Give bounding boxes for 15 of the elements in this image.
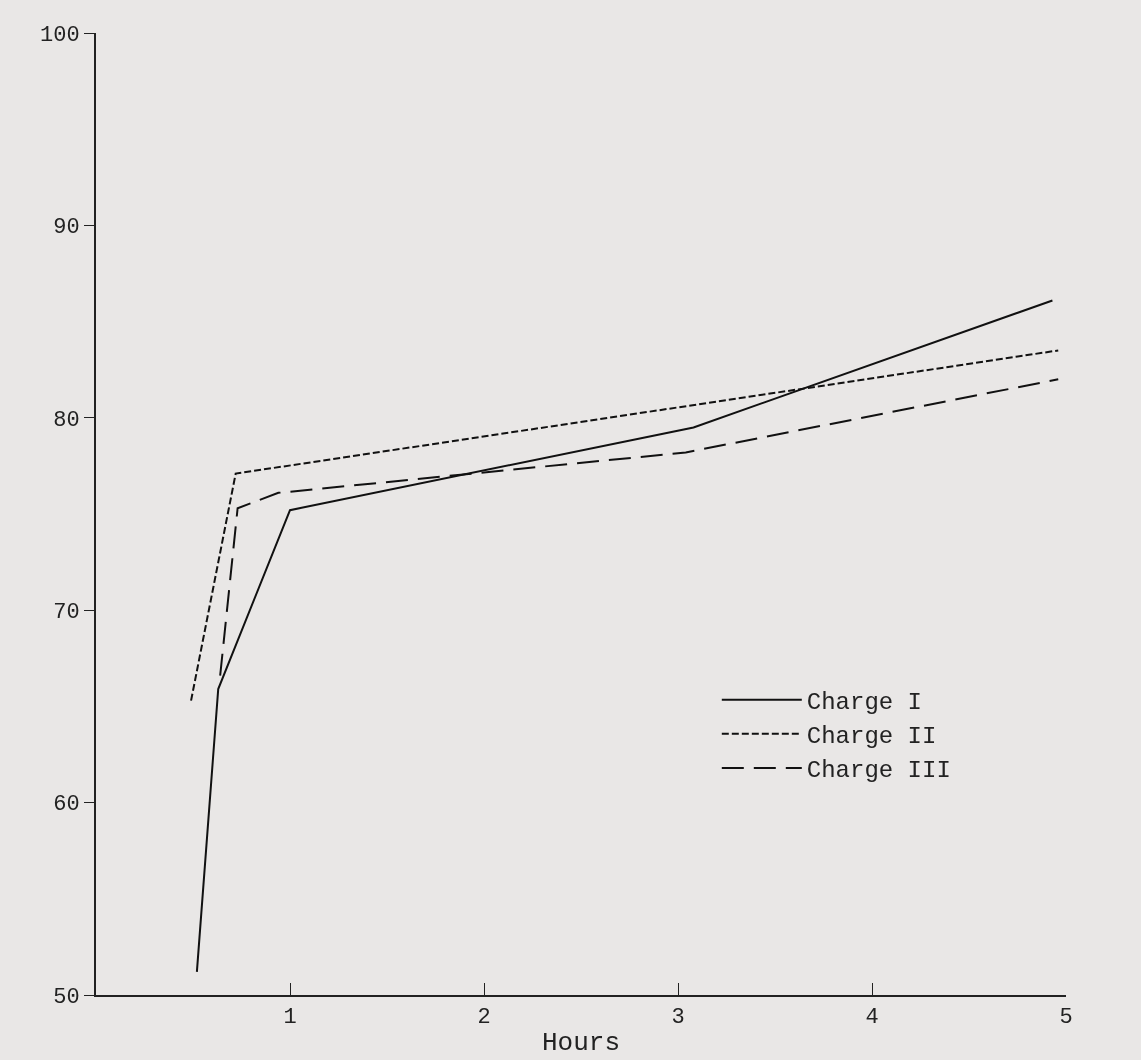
legend-label: Charge III	[806, 757, 951, 785]
x-axis-title: Hours	[541, 1027, 621, 1058]
y-tick-label: 90	[53, 215, 80, 241]
y-tick-label: 70	[53, 599, 80, 625]
y-tick-label: 50	[53, 984, 80, 1010]
legend-label: Charge II	[806, 723, 937, 751]
x-tick-label: 3	[671, 1005, 685, 1031]
x-tick-label: 2	[477, 1005, 491, 1031]
y-tick-label: 60	[53, 792, 80, 818]
x-tick-label: 4	[865, 1005, 879, 1031]
x-tick-label: 1	[283, 1005, 297, 1031]
x-tick-label: 5	[1059, 1005, 1073, 1031]
y-tick-label: 80	[53, 407, 80, 433]
legend-label: Charge I	[806, 689, 923, 716]
y-tick-label: 100	[39, 22, 80, 48]
